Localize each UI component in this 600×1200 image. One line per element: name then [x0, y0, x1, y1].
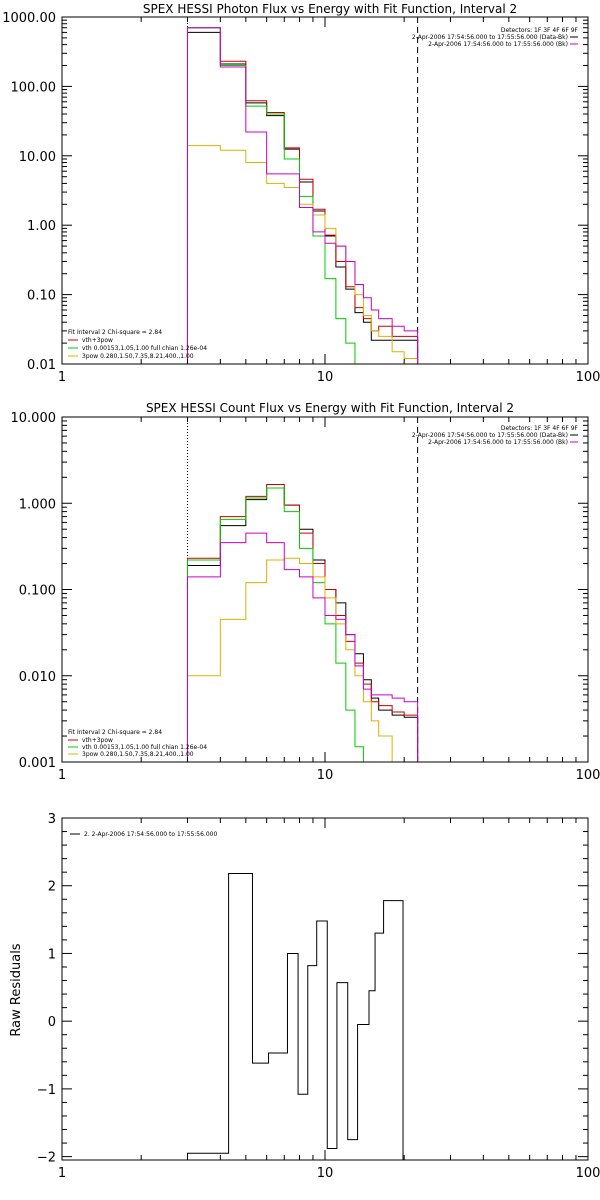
y-tick-label: 0.01: [27, 358, 56, 373]
y-tick-label: 1000.00: [2, 11, 56, 26]
x-tick-label: 100: [576, 370, 600, 385]
y-tick-label: 10.00: [19, 150, 56, 165]
header-detectors: Detectors: 1F 3F 4F 6F 9F: [501, 27, 579, 34]
legend-vth: vth 0.00153,1.05,1.00 full chian 1.26e-0…: [82, 744, 207, 751]
header-bk: 2-Apr-2006 17:54:56.000 to 17:55:56.000 …: [428, 439, 568, 446]
y-tick-label: 0: [48, 1015, 56, 1030]
x-tick-label: 100: [576, 768, 600, 783]
series-line-bk: [186, 27, 419, 364]
series-line-data: [186, 487, 419, 762]
y-tick-label: 100.00: [11, 80, 57, 95]
x-tick-label: 1: [58, 768, 66, 783]
y-tick-label: 1: [48, 947, 56, 962]
legend-pow: 3pow 0.280,1.50,7.35,8.21,400.,1.00: [82, 353, 194, 360]
series-group: [186, 873, 418, 1160]
series-group: [186, 17, 419, 364]
series-line-vth: [186, 487, 419, 762]
count-flux-chart: SPEX HESSI Count Flux vs Energy with Fit…: [11, 401, 600, 783]
axes: 1 10 100 1000.00 100.00 10.00 1.00 0.10 0.01: [2, 11, 600, 385]
legend-total: vth+3pow: [82, 737, 113, 744]
header-detectors: Detectors: 1F 3F 4F 6F 9F: [501, 425, 579, 432]
y-tick-label: 0.010: [19, 670, 56, 685]
series-line-pow: [186, 145, 419, 364]
legend-pow: 3pow 0.280,1.50,7.35,8.21,400.,1.00: [82, 751, 194, 758]
chart-title: SPEX HESSI Photon Flux vs Energy with Fi…: [143, 2, 517, 16]
y-tick-label: −1: [37, 1083, 56, 1098]
plot-frame: [61, 16, 589, 365]
x-tick-label: 10: [317, 1166, 334, 1181]
series-line-vth: [186, 27, 419, 364]
axes: 1 10 100 10.000 1.000 0.100 0.010 0.001: [11, 411, 600, 783]
photon-flux-chart: SPEX HESSI Photon Flux vs Energy with Fi…: [2, 2, 600, 385]
x-tick-label: 100: [576, 1166, 600, 1181]
header-bk: 2-Apr-2006 17:54:56.000 to 17:55:56.000 …: [428, 41, 568, 48]
legend-title: Fit Interval 2 Chi-square = 2.84: [68, 329, 162, 336]
y-tick-label: 3: [48, 812, 56, 827]
y-tick-label: 0.10: [27, 289, 56, 304]
plot-area: [186, 873, 418, 1160]
series-line-total: [186, 27, 419, 364]
legend-total: vth+3pow: [82, 337, 113, 344]
legend-title: Fit Interval 2 Chi-square = 2.84: [68, 729, 162, 736]
y-axis-label: Raw Residuals: [9, 943, 24, 1036]
plot-area: [186, 17, 419, 364]
x-tick-label: 10: [317, 370, 334, 385]
x-tick-label: 10: [317, 768, 334, 783]
legend-vth: vth 0.00153,1.05,1.00 full chian 1.26e-0…: [82, 345, 207, 352]
header-data-bk: 2-Apr-2006 17:54:56.000 to 17:55:56.000 …: [412, 34, 568, 41]
chart-title: SPEX HESSI Count Flux vs Energy with Fit…: [146, 401, 514, 415]
y-tick-label: 1.00: [27, 219, 56, 234]
plot-area: [186, 417, 419, 762]
x-tick-label: 1: [58, 370, 66, 385]
y-tick-label: 10.000: [11, 411, 57, 426]
y-tick-label: 2: [48, 880, 56, 895]
series-line-data: [186, 31, 419, 364]
series-line-data: [186, 873, 418, 1160]
header-data-bk: 2-Apr-2006 17:54:56.000 to 17:55:56.000 …: [412, 432, 568, 439]
series-line-pow: [186, 557, 419, 762]
y-tick-label: −2: [37, 1151, 56, 1166]
plot-frame: [61, 817, 589, 1161]
x-tick-label: 1: [58, 1166, 66, 1181]
y-tick-label: 0.100: [19, 584, 56, 599]
legend-data: 2. 2-Apr-2006 17:54:56.000 to 17:55:56.0…: [84, 831, 217, 838]
series-line-bk: [186, 532, 419, 762]
y-tick-label: 0.001: [19, 756, 56, 771]
series-group: [186, 417, 419, 762]
y-tick-label: 1.000: [19, 497, 56, 512]
